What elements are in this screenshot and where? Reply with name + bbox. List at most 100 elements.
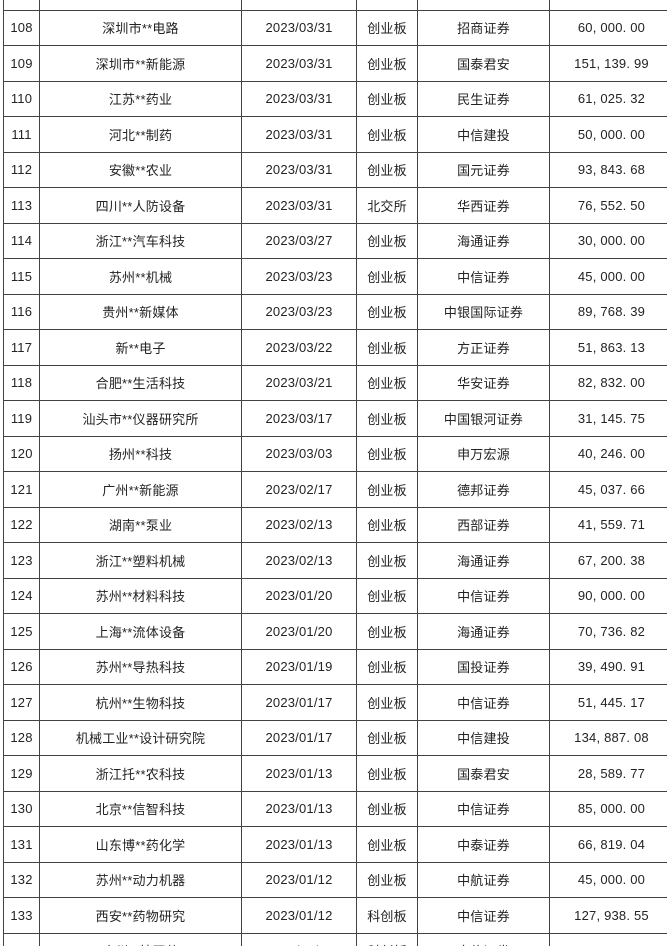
cell-company: 机械工业**设计研究院 xyxy=(39,719,242,756)
cell-no: 118 xyxy=(3,364,40,401)
cell-board: 创业板 xyxy=(356,329,418,366)
cell-amount: 31, 145. 75 xyxy=(549,400,667,437)
cell-broker: 招商证券 xyxy=(417,9,550,46)
cell-board: 科创板 xyxy=(356,897,418,934)
table-body: 108 深圳市**电路 2023/03/31 创业板 招商证券 60, 000. 00 10… xyxy=(3,0,667,946)
cell-broker: 海通证券 xyxy=(417,542,550,579)
cell-broker: 中国银河证券 xyxy=(417,400,550,437)
cell-company: 安徽**农业 xyxy=(39,151,242,188)
cell-amount: 60, 000. 00 xyxy=(549,9,667,46)
cell-broker: 申万宏源 xyxy=(417,435,550,472)
cell-broker: 中信证券 xyxy=(417,684,550,721)
table-row: 119 汕头市**仪器研究所 2023/03/17 创业板 中国银河证券 31, 145.… xyxy=(3,400,667,437)
cell-empty xyxy=(241,0,357,11)
cell-company: 深圳市**新能源 xyxy=(39,45,242,82)
cell-amount: 61, 025. 32 xyxy=(549,80,667,117)
cell-no: 115 xyxy=(3,258,40,295)
cell-company: 汕头市**仪器研究所 xyxy=(39,400,242,437)
cell-company: 苏州**材料科技 xyxy=(39,577,242,614)
table-row: 121 广州**新能源 2023/02/17 创业板 德邦证券 45, 037. 66 xyxy=(3,471,667,508)
cell-date: 2023/01/12 xyxy=(241,861,357,898)
cell-board: 创业板 xyxy=(356,471,418,508)
cell-no: 123 xyxy=(3,542,40,579)
cell-company: 贵州**新媒体 xyxy=(39,293,242,330)
table-row: 127 杭州**生物科技 2023/01/17 创业板 中信证券 51, 445. 17 xyxy=(3,684,667,721)
table-row: 118 合肥**生活科技 2023/03/21 创业板 华安证券 82, 832. 00 xyxy=(3,364,667,401)
table-row: 126 苏州**导热科技 2023/01/19 创业板 国投证券 39, 490. 91 xyxy=(3,648,667,685)
cell-board: 创业板 xyxy=(356,435,418,472)
cell-no: 133 xyxy=(3,897,40,934)
cell-company: 江苏**药业 xyxy=(39,80,242,117)
cell-amount: 82, 832. 00 xyxy=(549,364,667,401)
cell-amount: 39, 490. 91 xyxy=(549,648,667,685)
cell-board: 创业板 xyxy=(356,9,418,46)
table-row: 108 深圳市**电路 2023/03/31 创业板 招商证券 60, 000. 00 xyxy=(3,9,667,46)
cell-company: 山东博**药化学 xyxy=(39,826,242,863)
cell-date: 2023/03/17 xyxy=(241,400,357,437)
cell-date: 2023/03/21 xyxy=(241,364,357,401)
table-row: 115 苏州**机械 2023/03/23 创业板 中信证券 45, 000. 00 xyxy=(3,258,667,295)
cell-board: 创业板 xyxy=(356,613,418,650)
cell-no: 114 xyxy=(3,222,40,259)
cell-company: 广州**特医药 xyxy=(39,932,242,946)
cell-no: 111 xyxy=(3,116,40,153)
cell-date: 2023/02/13 xyxy=(241,542,357,579)
cell-amount: 67, 200. 38 xyxy=(549,542,667,579)
cell-company: 浙江托**农科技 xyxy=(39,755,242,792)
cell-amount: 151, 139. 99 xyxy=(549,45,667,82)
clipped-row-top xyxy=(3,0,667,11)
cell-broker: 华西证券 xyxy=(417,187,550,224)
filings-table: 108 深圳市**电路 2023/03/31 创业板 招商证券 60, 000. 00 10… xyxy=(3,0,667,946)
cell-company: 北京**信智科技 xyxy=(39,790,242,827)
cell-date: 2023/03/31 xyxy=(241,9,357,46)
cell-company: 杭州**生物科技 xyxy=(39,684,242,721)
cell-company: 苏州**导热科技 xyxy=(39,648,242,685)
cell-broker: 中泰证券 xyxy=(417,826,550,863)
table-row: 113 四川**人防设备 2023/03/31 北交所 华西证券 76, 552. 50 xyxy=(3,187,667,224)
cell-company: 上海**流体设备 xyxy=(39,613,242,650)
cell-date: 2023/03/23 xyxy=(241,258,357,295)
cell-board: 创业板 xyxy=(356,790,418,827)
cell-board: 创业板 xyxy=(356,861,418,898)
cell-amount: 41, 559. 71 xyxy=(549,506,667,543)
cell-board: 创业板 xyxy=(356,400,418,437)
cell-company: 西安**药物研究 xyxy=(39,897,242,934)
table-row: 134广州**特医药2023/01/11科创板中信证券200, 460. 91 xyxy=(3,932,667,946)
cell-no: 112 xyxy=(3,151,40,188)
cell-amount: 90, 000. 00 xyxy=(549,577,667,614)
cell-no: 119 xyxy=(3,400,40,437)
cell-date: 2023/02/13 xyxy=(241,506,357,543)
cell-broker: 中信证券 xyxy=(417,258,550,295)
cell-date: 2023/03/31 xyxy=(241,116,357,153)
cell-date: 2023/01/20 xyxy=(241,577,357,614)
cell-board: 创业板 xyxy=(356,151,418,188)
cell-no: 122 xyxy=(3,506,40,543)
cell-broker: 国元证券 xyxy=(417,151,550,188)
table-row: 122 湖南**泵业 2023/02/13 创业板 西部证券 41, 559. 71 xyxy=(3,506,667,543)
cell-amount: 85, 000. 00 xyxy=(549,790,667,827)
cell-company: 苏州**机械 xyxy=(39,258,242,295)
cell-no: 124 xyxy=(3,577,40,614)
cell-broker: 西部证券 xyxy=(417,506,550,543)
cell-broker: 中信建投 xyxy=(417,116,550,153)
cell-board: 创业板 xyxy=(356,826,418,863)
cell-board: 创业板 xyxy=(356,293,418,330)
cell-amount: 89, 768. 39 xyxy=(549,293,667,330)
cell-date: 2023/03/31 xyxy=(241,80,357,117)
table-row: 129 浙江托**农科技 2023/01/13 创业板 国泰君安 28, 589. 77 xyxy=(3,755,667,792)
cell-broker: 中信证券 xyxy=(417,932,550,946)
cell-date: 2023/01/13 xyxy=(241,826,357,863)
cell-company: 四川**人防设备 xyxy=(39,187,242,224)
table-row: 111 河北**制药 2023/03/31 创业板 中信建投 50, 000. 00 xyxy=(3,116,667,153)
cell-amount: 45, 000. 00 xyxy=(549,258,667,295)
cell-no: 117 xyxy=(3,329,40,366)
cell-board: 创业板 xyxy=(356,506,418,543)
cell-amount: 51, 863. 13 xyxy=(549,329,667,366)
cell-board: 北交所 xyxy=(356,187,418,224)
cell-company: 湖南**泵业 xyxy=(39,506,242,543)
cell-broker: 中航证券 xyxy=(417,861,550,898)
cell-broker: 国泰君安 xyxy=(417,755,550,792)
table-row: 130 北京**信智科技 2023/01/13 创业板 中信证券 85, 000. 00 xyxy=(3,790,667,827)
cell-amount: 200, 460. 91 xyxy=(549,932,667,946)
cell-date: 2023/01/13 xyxy=(241,755,357,792)
